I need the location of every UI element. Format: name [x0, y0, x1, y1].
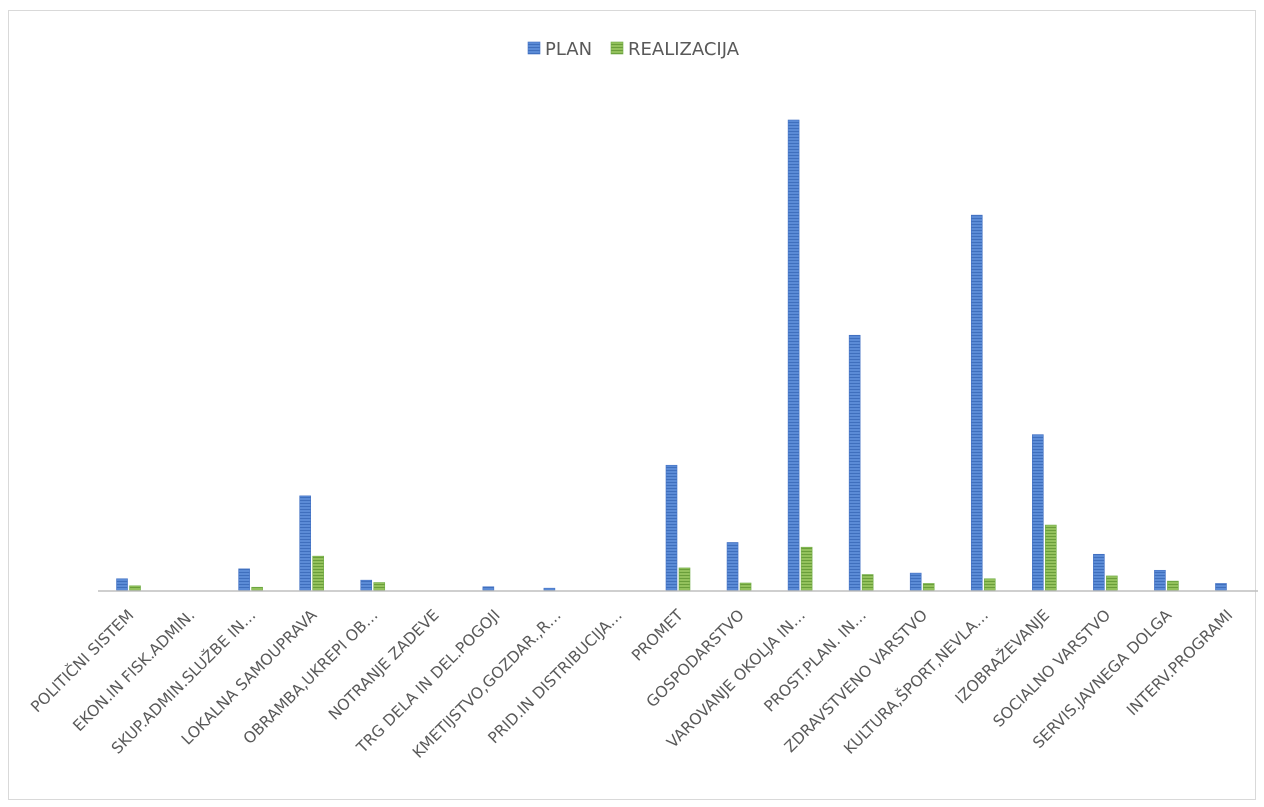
- bar-plan-0: [116, 578, 128, 592]
- bar-plan-17: [1154, 569, 1166, 592]
- x-tick-label: SOCIALNO VARSTVO: [990, 606, 1115, 731]
- bar-realizacija-4: [373, 582, 386, 592]
- bar-realizacija-3: [312, 555, 324, 592]
- bar-realizacija-10: [739, 582, 752, 592]
- bar-plan-9: [665, 464, 678, 592]
- bar-realizacija-16: [1106, 575, 1118, 592]
- bar-realizacija-12: [861, 574, 874, 592]
- x-tick-label: POLITIČNI SISTEM: [27, 605, 138, 716]
- bar-realizacija-11: [800, 546, 813, 592]
- bar-plan-11: [787, 119, 800, 592]
- x-tick-label: PROST.PLAN. IN…: [761, 606, 870, 715]
- x-tick-label: EKON.IN FISK.ADMIN.: [69, 606, 198, 735]
- bar-plan-15: [1032, 434, 1044, 592]
- bar-plan-10: [726, 542, 739, 592]
- chart-area: [8, 10, 1256, 800]
- bar-plan-2: [238, 568, 250, 592]
- bar-plan-12: [848, 334, 861, 592]
- bar-plan-14: [970, 214, 983, 592]
- bar-plan-13: [909, 572, 922, 592]
- bar-realizacija-17: [1167, 580, 1179, 592]
- legend-swatch-plan: [527, 41, 541, 55]
- x-tick-label: PROMET: [628, 606, 687, 665]
- bar-plan-18: [1215, 583, 1227, 592]
- legend-label-plan: PLAN: [545, 39, 592, 60]
- bars: [116, 119, 1227, 592]
- bar-realizacija-13: [922, 583, 935, 592]
- bar-realizacija-0: [129, 585, 141, 592]
- bar-plan-3: [299, 495, 311, 592]
- bar-realizacija-9: [678, 567, 691, 592]
- bar-realizacija-14: [983, 578, 996, 592]
- x-tick-label: NOTRANJE ZADEVE: [325, 606, 443, 724]
- bar-plan-16: [1093, 553, 1105, 592]
- legend-label-realizacija: REALIZACIJA: [628, 39, 740, 60]
- bar-plan-4: [360, 579, 373, 592]
- legend-swatch-realizacija: [610, 41, 624, 55]
- legend: PLAN REALIZACIJA: [527, 39, 740, 60]
- x-tick-label: INTERV.PROGRAMI: [1123, 606, 1236, 719]
- bar-realizacija-15: [1045, 524, 1057, 592]
